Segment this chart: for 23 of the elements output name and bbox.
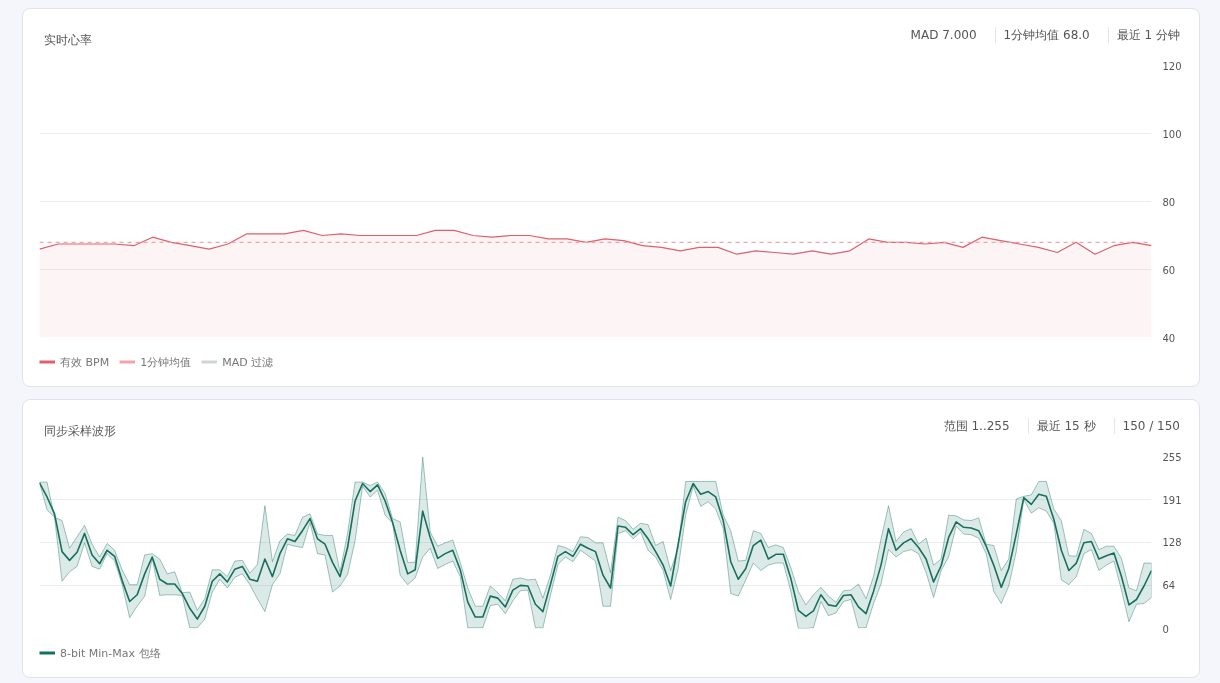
text: 范围 1..255 [943,418,1010,434]
legend-label: MAD 过滤 [222,354,274,369]
y-tick-label: 0 [1162,623,1169,635]
text: 150 / 150 [1122,418,1180,434]
legend-label: 有效 BPM [60,354,110,369]
text: 1分钟均值 68.0 [1003,27,1090,43]
y-tick-label: 120 [1162,60,1182,72]
y-tick-label: 80 [1162,196,1176,208]
y-tick-label: 64 [1162,580,1176,592]
y-tick-label: 128 [1162,537,1182,549]
legend-label: 8-bit Min-Max 包络 [60,645,161,660]
y-tick-label: 255 [1162,451,1182,463]
chart-title: 同步采样波形 [44,423,116,440]
line-series [39,482,1152,620]
legend-label: 1分钟均值 [140,354,192,369]
y-tick-label: 60 [1162,264,1176,276]
y-tick-label: 100 [1162,128,1182,140]
y-tick-label: 40 [1162,332,1176,344]
text: MAD 7.000 [910,27,977,43]
text: 最近 15 秒 [1036,418,1096,434]
y-tick-label: 191 [1162,494,1182,506]
text: 最近 1 分钟 [1116,27,1180,43]
chart-title: 实时心率 [44,32,92,49]
